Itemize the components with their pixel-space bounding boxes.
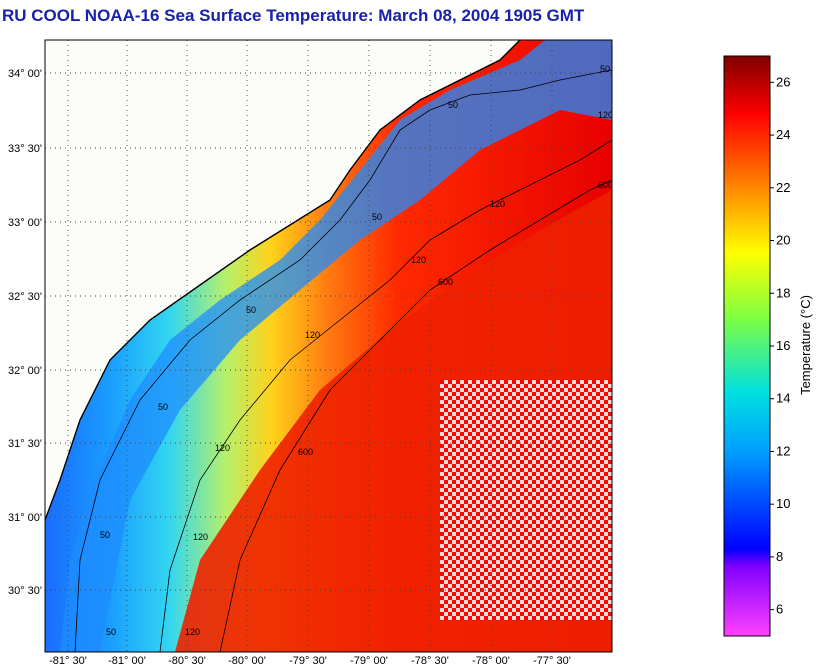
contour-label: 50 bbox=[158, 402, 168, 412]
map-title: RU COOL NOAA-16 Sea Surface Temperature:… bbox=[2, 6, 585, 25]
contour-label: 600 bbox=[298, 447, 313, 457]
contour-120m bbox=[159, 139, 612, 652]
contour-label: 120 bbox=[490, 199, 505, 209]
contour-label: 120 bbox=[598, 110, 613, 120]
contour-label: 600 bbox=[598, 180, 613, 190]
lon-tick-label: -78° 30' bbox=[411, 655, 449, 667]
colorbar-tick-label: 16 bbox=[776, 338, 790, 353]
contour-label: 50 bbox=[372, 212, 382, 222]
lon-tick-label: -79° 00' bbox=[350, 655, 388, 667]
lon-tick-label: -77° 30' bbox=[533, 655, 571, 667]
lon-tick-label: -78° 00' bbox=[472, 655, 510, 667]
lon-tick-label: -81° 30' bbox=[49, 655, 87, 667]
lon-tick-label: -79° 30' bbox=[289, 655, 327, 667]
contour-label: 600 bbox=[438, 277, 453, 287]
colorbar-tick-label: 12 bbox=[776, 443, 790, 458]
lat-tick-label: 32° 00' bbox=[8, 365, 42, 377]
lon-tick-label: -81° 00' bbox=[108, 655, 146, 667]
colorbar-title: Temperature (°C) bbox=[798, 295, 813, 395]
colorbar-tick-label: 8 bbox=[776, 549, 783, 564]
contour-label: 50 bbox=[100, 530, 110, 540]
colorbar-ticks: 26 24 22 20 18 16 14 12 10 8 6 bbox=[770, 74, 790, 617]
lat-tick-label: 31° 30' bbox=[8, 438, 42, 450]
contour-label: 120 bbox=[185, 627, 200, 637]
contour-label: 50 bbox=[600, 64, 610, 74]
colorbar-tick-label: 20 bbox=[776, 233, 790, 248]
colorbar-tick-label: 6 bbox=[776, 602, 783, 617]
longitude-labels: -81° 30' -81° 00' -80° 30' -80° 00' -79° 30'… bbox=[49, 655, 571, 667]
lat-tick-label: 32° 30' bbox=[8, 291, 42, 303]
colorbar-tick-label: 22 bbox=[776, 180, 790, 195]
lat-tick-label: 30° 30' bbox=[8, 585, 42, 597]
contour-label: 120 bbox=[305, 330, 320, 340]
contour-label: 50 bbox=[106, 627, 116, 637]
lon-tick-label: -80° 00' bbox=[228, 655, 266, 667]
lat-tick-label: 33° 30' bbox=[8, 143, 42, 155]
map-panel: 50 50 50 50 50 50 50 120 120 120 120 120 120 120 600 60… bbox=[45, 40, 613, 652]
contour-label: 120 bbox=[411, 255, 426, 265]
colorbar-tick-label: 18 bbox=[776, 285, 790, 300]
lat-lon-grid bbox=[45, 40, 612, 652]
contour-label: 120 bbox=[215, 443, 230, 453]
colorbar-tick-label: 24 bbox=[776, 127, 790, 142]
lat-tick-label: 31° 00' bbox=[8, 512, 42, 524]
contour-label: 50 bbox=[246, 305, 256, 315]
lat-tick-label: 33° 00' bbox=[8, 217, 42, 229]
latitude-labels: 34° 00' 33° 30' 33° 00' 32° 30' 32° 00' 31° 3… bbox=[8, 68, 42, 597]
lat-tick-label: 34° 00' bbox=[8, 68, 42, 80]
coastline bbox=[45, 40, 521, 521]
lon-tick-label: -80° 30' bbox=[168, 655, 206, 667]
contour-labels: 50 50 50 50 50 50 50 120 120 120 120 120 120 120 600 60… bbox=[100, 64, 613, 637]
contour-label: 120 bbox=[193, 532, 208, 542]
colorbar: 26 24 22 20 18 16 14 12 10 8 6 Temperature (°C) bbox=[723, 55, 813, 637]
contour-600m bbox=[219, 179, 612, 652]
cold-shelf-band bbox=[60, 40, 612, 652]
contour-50m bbox=[74, 69, 612, 652]
colorbar-tick-label: 26 bbox=[776, 74, 790, 89]
cloud-mask bbox=[440, 380, 612, 620]
map-frame bbox=[44, 39, 613, 653]
colorbar-tick-label: 14 bbox=[776, 391, 790, 406]
colorbar-tick-label: 10 bbox=[776, 496, 790, 511]
colorbar-gradient bbox=[723, 55, 771, 637]
contour-label: 50 bbox=[448, 100, 458, 110]
